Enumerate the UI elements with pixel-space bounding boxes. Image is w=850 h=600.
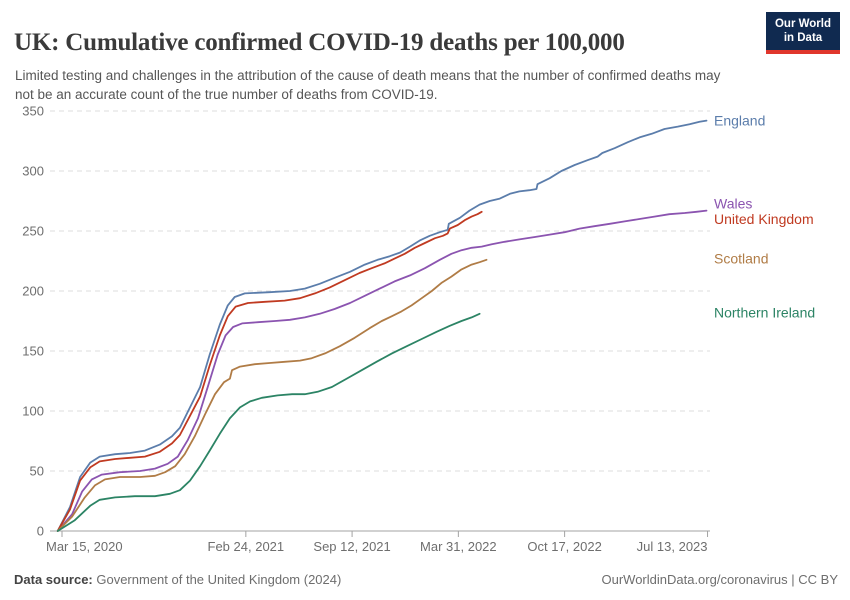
- y-tick-label-300: 300: [22, 164, 44, 179]
- chart-subtitle: Limited testing and challenges in the at…: [15, 67, 721, 103]
- series-line-scotland: [56, 258, 488, 532]
- x-tick-label-oct-17-2022: Oct 17, 2022: [527, 539, 601, 554]
- x-tick-label-sep-12-2021: Sep 12, 2021: [313, 539, 390, 554]
- series-line-united-kingdom: [56, 210, 483, 532]
- x-tick-label-mar-31-2022: Mar 31, 2022: [420, 539, 497, 554]
- y-tick-label-250: 250: [22, 224, 44, 239]
- x-tick-label-feb-24-2021: Feb 24, 2021: [208, 539, 285, 554]
- x-tick-label-jul-13-2023: Jul 13, 2023: [637, 539, 708, 554]
- chart-title: UK: Cumulative confirmed COVID-19 deaths…: [14, 28, 625, 56]
- x-tick-label-mar-15-2020: Mar 15, 2020: [46, 539, 123, 554]
- series-line-northern-ireland: [56, 312, 481, 532]
- credit-link[interactable]: OurWorldinData.org/coronavirus | CC BY: [601, 572, 838, 587]
- y-tick-label-350: 350: [22, 104, 44, 119]
- y-tick-label-200: 200: [22, 284, 44, 299]
- series-line-england: [56, 119, 708, 532]
- line-chart-svg: 0 50 100 150 200 250 300 350 Mar 15, 2020 Feb 24,…: [22, 104, 815, 555]
- series-line-wales: [56, 209, 708, 532]
- legend-label-united-kingdom: United Kingdom: [714, 211, 814, 227]
- data-source-label: Data source:: [14, 572, 93, 587]
- y-tick-label-50: 50: [30, 464, 44, 479]
- legend-label-england: England: [714, 113, 765, 129]
- legend-label-northern-ireland: Northern Ireland: [714, 305, 815, 321]
- owid-logo[interactable]: Our World in Data: [766, 12, 840, 54]
- data-source: Data source: Government of the United Ki…: [14, 572, 341, 587]
- footer: Data source: Government of the United Ki…: [0, 572, 850, 592]
- data-source-text: Government of the United Kingdom (2024): [92, 572, 342, 587]
- owid-logo-line1: Our World: [774, 17, 831, 30]
- legend-label-scotland: Scotland: [714, 251, 768, 267]
- y-tick-label-150: 150: [22, 344, 44, 359]
- y-tick-label-100: 100: [22, 404, 44, 419]
- chart-area: 0 50 100 150 200 250 300 350 Mar 15, 2020 Feb 24,…: [0, 100, 850, 560]
- legend-label-wales: Wales: [714, 195, 752, 211]
- y-tick-label-0: 0: [37, 524, 44, 539]
- owid-logo-line2: in Data: [783, 32, 823, 44]
